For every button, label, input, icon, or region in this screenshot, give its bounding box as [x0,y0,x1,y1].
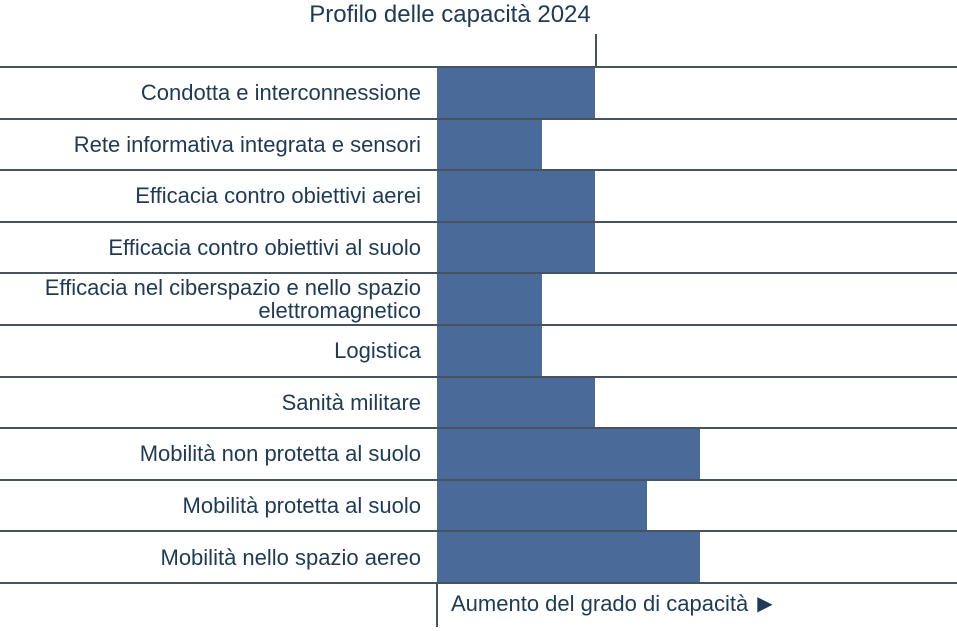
capability-bar [437,377,595,428]
bar-cell [437,325,957,376]
bar-cell [437,222,957,273]
chart-row: Condotta e interconnessione [0,68,957,120]
chart-row: Sanità militare [0,377,957,430]
chart-row: Logistica [0,325,957,378]
capability-bar [437,325,542,376]
category-label: Mobilità nello spazio aereo [160,544,422,570]
x-axis: Aumento del grado di capacità ▶ [0,582,957,631]
capability-bar [437,68,595,118]
arrow-right-icon: ▶ [757,593,773,615]
bar-cell [437,429,957,479]
bar-cell [437,532,957,582]
chart-row: Mobilità nello spazio aereo [0,532,957,582]
capability-bar [437,532,700,582]
capability-bar [437,222,595,273]
reference-line [595,34,597,66]
capability-bar [437,429,700,479]
bar-cell [437,377,957,428]
chart-grid: Condotta e interconnessione Rete informa… [0,66,957,584]
capability-bar [437,119,542,170]
category-label: Mobilità protetta al suolo [182,493,421,519]
category-label: Sanità militare [281,389,421,415]
axis-origin-line [436,582,438,627]
bar-cell [437,68,957,118]
category-label: Condotta e interconnessione [140,80,421,106]
bar-cell [437,119,957,170]
capability-bar [437,171,595,221]
chart-title: Profilo delle capacità 2024 [309,1,591,28]
category-label: Rete informativa integrata e sensori [73,131,421,157]
bar-cell [437,480,957,531]
category-label: Efficacia nel ciberspazio e nello spazio… [44,275,421,324]
category-label: Efficacia contro obiettivi al suolo [108,235,421,261]
capability-bar [437,274,542,324]
x-axis-label: Aumento del grado di capacità ▶ [451,590,773,618]
category-label: Logistica [334,338,421,364]
chart-row: Mobilità protetta al suolo [0,480,957,533]
bar-cell [437,274,957,324]
chart-row: Rete informativa integrata e sensori [0,119,957,172]
chart-row: Efficacia contro obiettivi aerei [0,171,957,223]
category-label: Efficacia contro obiettivi aerei [135,183,421,209]
x-axis-label-text: Aumento del grado di capacità [451,591,749,616]
chart-row: Efficacia nel ciberspazio e nello spazio… [0,274,957,326]
chart-row: Mobilità non protetta al suolo [0,429,957,481]
category-label: Mobilità non protetta al suolo [139,441,421,467]
bar-cell [437,171,957,221]
chart-row: Efficacia contro obiettivi al suolo [0,222,957,275]
capability-bar [437,480,647,531]
